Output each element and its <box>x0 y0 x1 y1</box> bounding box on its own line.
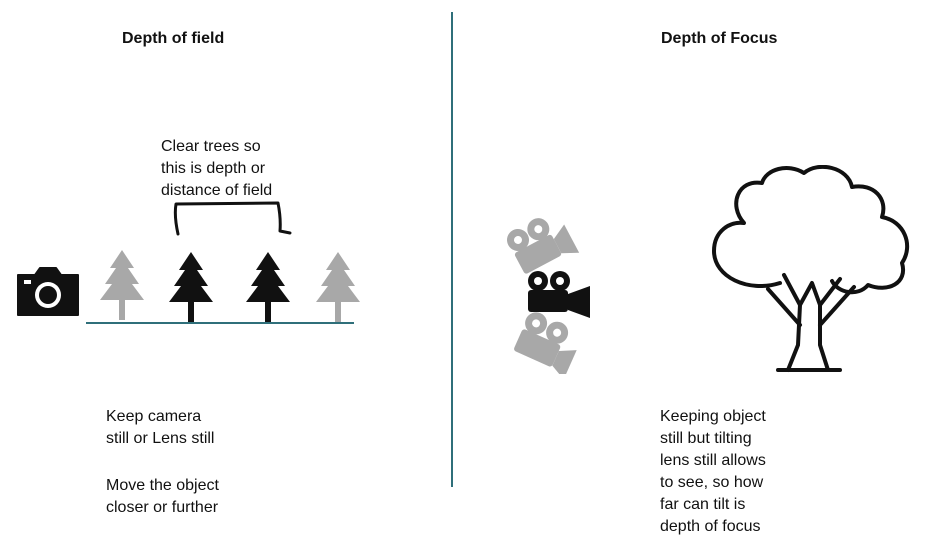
blurred-tree-icon <box>316 252 360 322</box>
depth-of-field-annotation: Clear trees so this is depth or distance… <box>161 138 273 199</box>
focus-range-bracket <box>173 201 292 236</box>
depth-of-focus-explanation: Keeping object still but tilting lens st… <box>660 408 766 535</box>
depth-of-focus-title: Depth of Focus <box>661 30 778 47</box>
blurred-tree-icon <box>100 250 144 320</box>
keep-camera-still-text: Keep camera still or Lens still <box>106 408 215 447</box>
sharp-tree-icon <box>246 252 290 322</box>
depth-of-field-title: Depth of field <box>122 30 225 47</box>
movie-camera-icon <box>507 218 590 374</box>
camera-icon <box>17 267 79 316</box>
tree-outline-icon <box>712 165 910 372</box>
center-divider <box>451 12 453 487</box>
ground-line <box>86 322 354 324</box>
sharp-tree-icon <box>169 252 213 322</box>
move-object-text: Move the object closer or further <box>106 477 219 516</box>
